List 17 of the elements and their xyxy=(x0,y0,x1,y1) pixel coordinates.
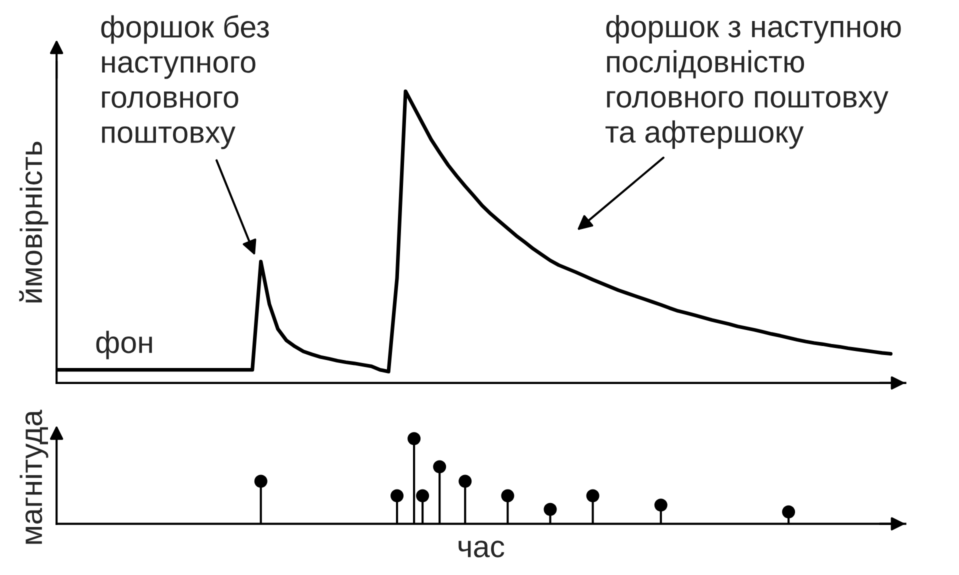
point xyxy=(433,460,446,474)
point xyxy=(586,489,600,502)
point xyxy=(390,489,404,502)
point xyxy=(458,474,472,488)
point xyxy=(782,505,796,518)
annotation: фон xyxy=(96,330,152,360)
point xyxy=(416,489,430,502)
point xyxy=(408,432,421,446)
point xyxy=(544,502,557,516)
x-axis-title: час xyxy=(458,540,504,558)
y-axis-title: магнітуда xyxy=(20,410,48,544)
annotation: форшок з наступною послідовністю головного поштовху та афтершоку xyxy=(606,15,901,149)
annotation: форшок без наступного головного поштовху xyxy=(101,15,269,150)
y-axis-title: ймовірність xyxy=(19,142,48,302)
point xyxy=(501,489,514,502)
point xyxy=(654,498,668,512)
point xyxy=(254,474,268,488)
